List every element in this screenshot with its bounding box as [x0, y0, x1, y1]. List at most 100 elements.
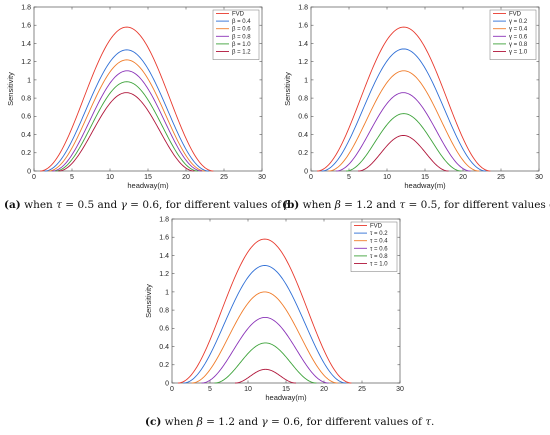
caption-b-param: τ: [399, 199, 406, 211]
caption-a-param: γ: [120, 199, 127, 211]
caption-a-param: β: [284, 199, 291, 211]
y-tick-label: 1.4: [159, 253, 169, 260]
y-tick-label: 1.2: [159, 271, 169, 278]
y-tick-label: 1.6: [298, 23, 308, 30]
series-line: [328, 70, 479, 172]
y-tick-label: 1: [165, 289, 169, 296]
x-tick-label: 5: [347, 174, 351, 181]
y-tick-label: 1: [27, 77, 31, 84]
caption-b: (b) when β = 1.2 and τ = 0.5, for differ…: [282, 199, 550, 211]
y-tick-label: 1.6: [159, 235, 169, 242]
y-tick-label: 0: [304, 168, 308, 175]
legend-label: FVD: [232, 12, 245, 18]
y-tick-label: 0.4: [21, 132, 31, 139]
y-tick-label: 1.8: [159, 216, 169, 223]
legend-label: β = 1.0: [232, 42, 251, 48]
chart-panel-c: 0 5 10 15 20 25 30 0 0.2 0.4 0.6 0.8 1 1.2 1.4 1.6 1.8 he…: [144, 216, 404, 402]
caption-a-param: τ: [56, 199, 62, 211]
y-tick-label: 1.2: [298, 59, 308, 66]
y-tick-label: 1.2: [21, 59, 31, 66]
caption-c-text: = 0.6, for different values of: [267, 416, 426, 428]
x-tick-label: 0: [170, 386, 174, 393]
y-tick-label: 0.2: [298, 150, 308, 157]
y-tick-label: 0: [165, 380, 169, 387]
legend-label: β = 0.4: [232, 19, 251, 25]
y-tick-label: 0.4: [298, 132, 308, 139]
legend-label: γ = 0.8: [509, 42, 528, 48]
y-tick-label: 0.6: [298, 114, 308, 121]
x-tick-label: 0: [309, 174, 313, 181]
y-tick-label: 0.8: [298, 96, 308, 103]
y-tick-label: 1.4: [21, 41, 31, 48]
series-line: [178, 238, 352, 384]
legend-label: FVD: [509, 12, 522, 18]
y-tick-label: 0.6: [21, 114, 31, 121]
x-axis-label: headway(m): [265, 393, 307, 402]
series-line: [40, 26, 214, 172]
y-axis-label: Sensitivity: [144, 284, 153, 318]
x-tick-label: 15: [421, 174, 429, 181]
legend-label: FVD: [370, 224, 383, 230]
y-tick-label: 1.8: [298, 4, 308, 11]
caption-a: (a) when τ = 0.5 and γ = 0.6, for differ…: [4, 199, 294, 211]
caption-b-text: when: [299, 199, 335, 211]
x-tick-label: 20: [459, 174, 467, 181]
legend-label: γ = 0.2: [509, 19, 528, 25]
series-line: [52, 70, 202, 172]
series-line: [321, 48, 486, 172]
x-tick-label: 20: [182, 174, 190, 181]
x-tick-label: 25: [497, 174, 505, 181]
x-tick-label: 30: [396, 386, 404, 393]
series-line: [345, 113, 462, 172]
caption-b-param: β: [334, 199, 341, 211]
legend-label: τ = 0.2: [370, 231, 388, 237]
caption-b-text: = 1.2 and: [340, 199, 400, 211]
caption-c-param: τ: [425, 416, 432, 428]
series-line: [44, 49, 209, 172]
caption-a-text: .: [290, 199, 294, 211]
caption-b-text: = 0.5, for different values of: [405, 199, 550, 211]
y-tick-label: 1: [304, 77, 308, 84]
x-tick-label: 5: [208, 386, 212, 393]
caption-c-param: β: [196, 416, 203, 428]
chart-panel-a: 0 5 10 15 20 25 30 0 0.2 0.4 0.6 0.8 1 1.2 1.4 1.6 1.8 he…: [6, 4, 266, 190]
x-tick-label: 15: [282, 386, 290, 393]
legend-label: γ = 0.4: [509, 27, 528, 33]
series-line: [183, 265, 347, 384]
series-line: [191, 291, 338, 384]
x-tick-label: 25: [220, 174, 228, 181]
legend-label: γ = 0.6: [509, 34, 528, 40]
legend-label: τ = 0.8: [370, 254, 388, 260]
x-tick-label: 20: [320, 386, 328, 393]
y-tick-label: 0.2: [21, 150, 31, 157]
series-line: [55, 81, 199, 172]
y-tick-label: 0.8: [21, 96, 31, 103]
series-line: [48, 59, 206, 172]
y-tick-label: 0.6: [159, 326, 169, 333]
y-tick-label: 0.4: [159, 344, 169, 351]
x-tick-label: 10: [244, 386, 252, 393]
series-line: [201, 316, 329, 384]
legend-label: τ = 0.6: [370, 246, 388, 252]
series-line: [358, 135, 449, 172]
caption-c-label: (c): [145, 416, 162, 428]
legend-label: β = 0.8: [232, 34, 251, 40]
series-line: [214, 342, 317, 384]
y-tick-label: 1.6: [21, 23, 31, 30]
legend-label: γ = 1.0: [509, 50, 528, 56]
legend-label: β = 0.6: [232, 27, 251, 33]
x-tick-label: 15: [144, 174, 152, 181]
caption-c-param: γ: [261, 416, 268, 428]
y-tick-label: 0.8: [159, 308, 169, 315]
caption-b-label: (b): [282, 199, 300, 211]
y-axis-label: Sensitivity: [283, 72, 292, 106]
caption-c: (c) when β = 1.2 and γ = 0.6, for differ…: [145, 416, 434, 428]
y-axis-label: Sensitivity: [6, 72, 15, 106]
series-line: [336, 92, 471, 172]
y-tick-label: 1.4: [298, 41, 308, 48]
legend-box: [489, 9, 537, 60]
y-tick-label: 1.8: [21, 4, 31, 11]
x-tick-label: 5: [70, 174, 74, 181]
caption-a-label: (a): [4, 199, 21, 211]
series-line: [58, 92, 195, 172]
